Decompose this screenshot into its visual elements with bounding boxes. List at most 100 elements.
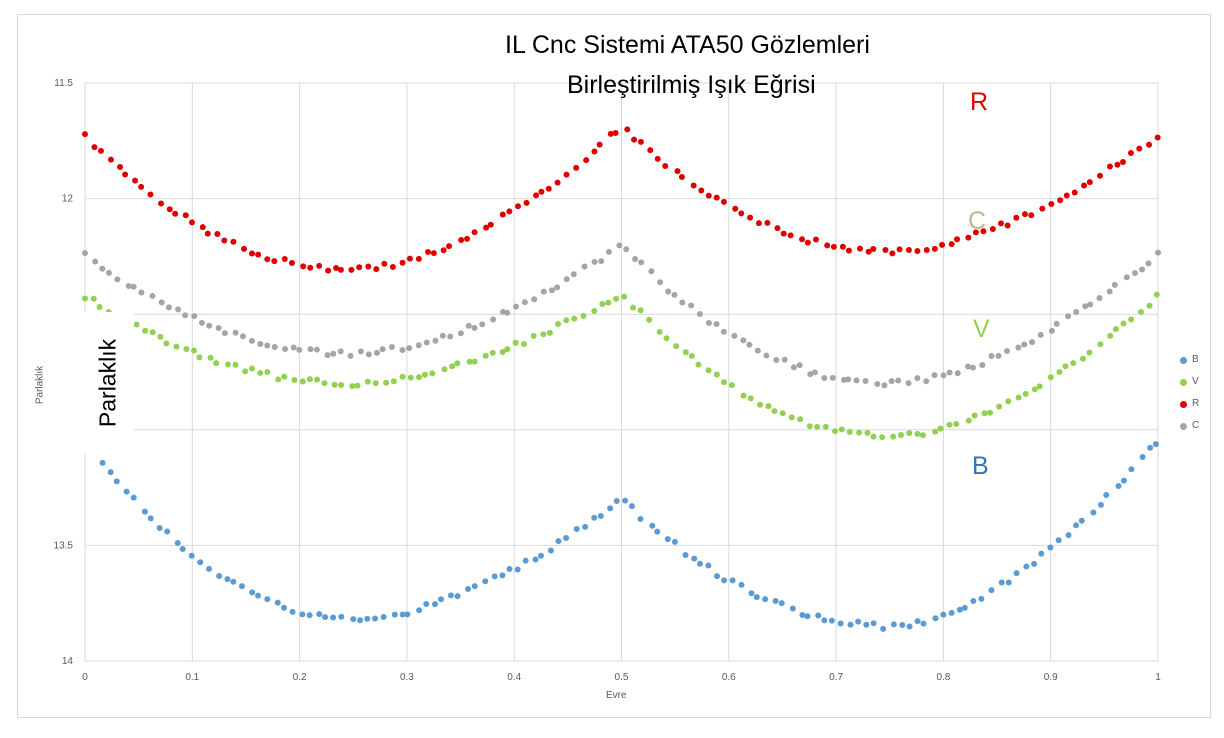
- x-tick-label: 0: [82, 672, 88, 683]
- data-point-r: [91, 144, 98, 151]
- data-point-v: [599, 300, 606, 307]
- x-tick-label: 0.6: [722, 672, 736, 683]
- data-point-r: [487, 221, 494, 228]
- data-point-c: [940, 372, 947, 379]
- data-point-r: [856, 245, 863, 252]
- data-point-c: [548, 287, 555, 294]
- data-point-r: [662, 162, 669, 169]
- data-point-v: [1031, 386, 1038, 393]
- data-point-b: [880, 625, 887, 632]
- data-point-c: [965, 363, 972, 370]
- data-point-r: [865, 248, 872, 255]
- data-point-c: [1096, 295, 1103, 302]
- data-point-r: [774, 225, 781, 232]
- data-point-c: [648, 268, 655, 275]
- data-point-r: [896, 246, 903, 253]
- data-point-v: [1120, 320, 1127, 327]
- data-point-b: [855, 618, 862, 625]
- data-point-b: [281, 604, 288, 611]
- data-point-r: [122, 171, 129, 178]
- data-point-c: [1155, 249, 1161, 256]
- data-point-r: [97, 147, 104, 154]
- data-point-v: [416, 374, 423, 381]
- data-point-c: [457, 330, 464, 337]
- data-point-r: [325, 267, 332, 274]
- data-point-c: [82, 249, 88, 256]
- data-point-r: [248, 250, 255, 257]
- data-point-v: [183, 345, 190, 352]
- data-point-b: [532, 556, 539, 563]
- data-point-b: [956, 606, 963, 613]
- data-point-r: [674, 168, 681, 175]
- data-point-b: [1139, 454, 1146, 461]
- data-point-c: [923, 378, 930, 385]
- data-point-c: [282, 345, 289, 352]
- data-point-v: [1047, 374, 1054, 381]
- data-point-v: [846, 429, 853, 436]
- legend-text-b: B: [1192, 354, 1199, 365]
- data-point-v: [555, 321, 562, 328]
- data-point-c: [1087, 301, 1094, 308]
- data-point-c: [946, 369, 953, 376]
- data-point-c: [632, 255, 639, 262]
- data-point-r: [1013, 214, 1020, 221]
- data-point-v: [637, 307, 644, 314]
- data-point-v: [656, 328, 663, 335]
- data-point-b: [789, 605, 796, 612]
- data-point-r: [591, 148, 598, 155]
- data-point-r: [931, 245, 938, 252]
- data-point-r: [997, 220, 1004, 227]
- data-point-v: [242, 368, 249, 375]
- data-point-b: [299, 611, 306, 618]
- data-point-r: [780, 230, 787, 237]
- data-point-c: [313, 346, 320, 353]
- data-point-r: [607, 130, 614, 137]
- data-point-b: [289, 608, 296, 615]
- data-point-r: [764, 219, 771, 226]
- data-point-c: [1048, 327, 1055, 334]
- data-point-c: [1053, 320, 1060, 327]
- data-point-r: [839, 243, 846, 250]
- data-point-b: [1078, 517, 1085, 524]
- data-point-r: [804, 239, 811, 246]
- data-point-b: [357, 617, 364, 624]
- data-point-c: [439, 332, 446, 339]
- data-point-c: [888, 378, 895, 385]
- data-point-r: [923, 247, 930, 254]
- data-point-v: [349, 383, 356, 390]
- series-label-b: B: [972, 452, 989, 480]
- data-point-b: [1152, 441, 1159, 448]
- data-point-c: [829, 374, 836, 381]
- data-point-c: [415, 342, 422, 349]
- data-point-r: [647, 147, 654, 154]
- data-point-b: [628, 503, 635, 510]
- data-point-v: [1015, 394, 1022, 401]
- data-point-r: [1119, 159, 1126, 166]
- data-point-v: [663, 335, 670, 342]
- data-point-b: [691, 555, 698, 562]
- data-point-v: [291, 377, 298, 384]
- data-point-r: [406, 255, 413, 262]
- data-point-c: [821, 375, 828, 382]
- data-point-v: [864, 429, 871, 436]
- data-point-r: [965, 234, 972, 241]
- data-point-v: [429, 370, 436, 377]
- data-point-b: [416, 607, 423, 614]
- data-point-v: [441, 366, 448, 373]
- data-point-v: [1022, 390, 1029, 397]
- data-point-b: [613, 497, 620, 504]
- data-point-v: [249, 365, 256, 372]
- data-point-v: [797, 416, 804, 423]
- data-point-r: [1114, 161, 1121, 168]
- data-point-b: [948, 609, 955, 616]
- data-point-c: [657, 279, 664, 286]
- x-tick-label: 0.3: [400, 672, 414, 683]
- data-point-c: [720, 328, 727, 335]
- data-point-b: [264, 596, 271, 603]
- data-point-r: [300, 263, 307, 270]
- data-point-r: [538, 188, 545, 195]
- data-point-v: [314, 376, 321, 383]
- data-point-b: [970, 598, 977, 605]
- data-point-v: [646, 316, 653, 323]
